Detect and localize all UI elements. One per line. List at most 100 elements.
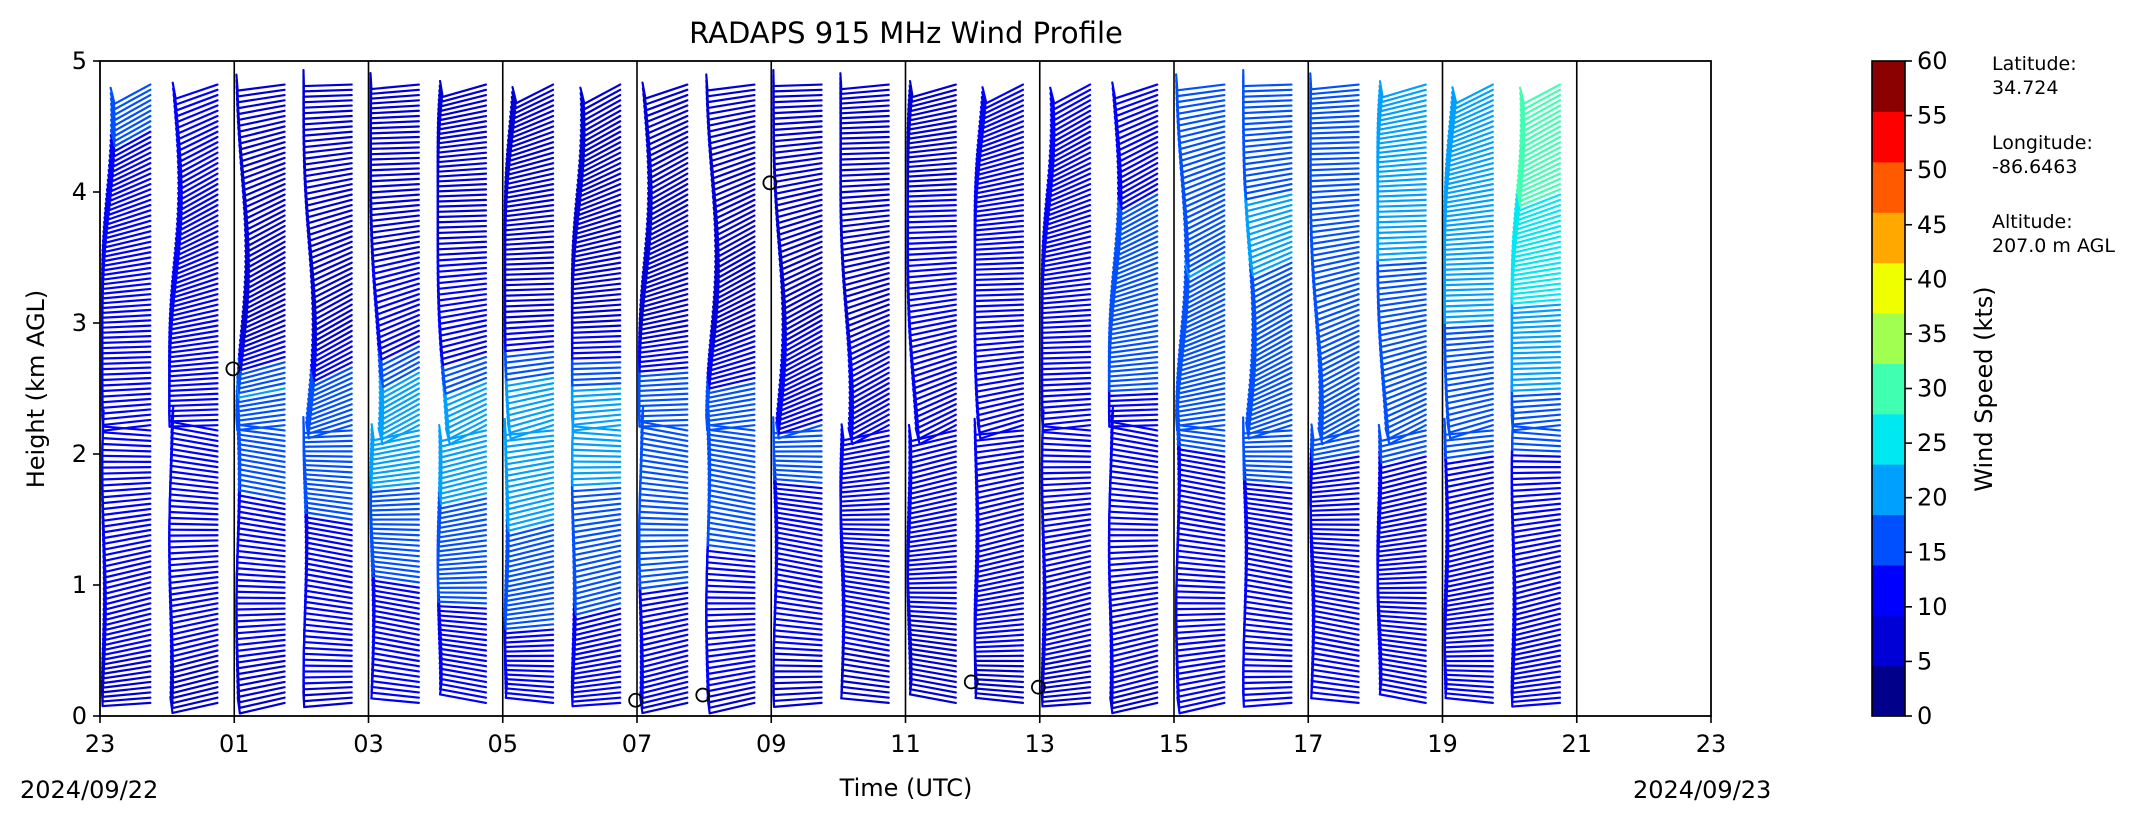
wind-barb-shaft [303, 146, 353, 154]
wind-barb-shaft [302, 454, 353, 458]
wind-barb-shaft [974, 355, 1025, 364]
wind-barb-shaft [1044, 623, 1092, 637]
wind-barb-shaft [845, 293, 890, 310]
wind-barb-flag [713, 285, 720, 304]
wind-barb-shaft [639, 576, 689, 584]
wind-barb-shaft [977, 167, 1025, 181]
wind-barb-shaft [573, 251, 622, 263]
wind-barb-shaft [369, 156, 420, 161]
wind-barb-shaft [1184, 314, 1226, 334]
profile [436, 79, 488, 705]
wind-barb-flag [1049, 139, 1056, 158]
wind-barb-shaft [1377, 272, 1427, 279]
wind-barb-shaft [102, 277, 152, 286]
wind-barb-shaft [648, 130, 689, 151]
wind-barb-shaft [908, 314, 957, 325]
wind-barb-shaft [1108, 528, 1159, 532]
wind-barb-flag [1318, 380, 1325, 399]
wind-barb-shaft [1376, 610, 1427, 615]
wind-barb-shaft [583, 125, 622, 148]
wind-barb-shaft [773, 506, 823, 516]
wind-barb-shaft [975, 460, 1025, 471]
wind-barb-flag [174, 237, 181, 256]
wind-barb-shaft [248, 230, 286, 252]
wind-barb-shaft [1248, 224, 1293, 242]
wind-barb-shaft [772, 130, 823, 137]
wind-barb-shaft [1377, 146, 1427, 154]
wind-barb-flag [772, 416, 775, 435]
wind-barb-flag [980, 100, 987, 120]
wind-barb-flag [645, 222, 652, 241]
wind-barb-shaft [778, 219, 823, 236]
wind-barb-shaft [1177, 473, 1226, 484]
wind-barb-shaft [839, 130, 890, 135]
wind-barb-flag [1446, 148, 1451, 167]
wind-barb-shaft [1312, 434, 1360, 447]
wind-barb-shaft [1380, 335, 1427, 349]
wind-barb-shaft [773, 600, 823, 610]
wind-barb-shaft [1321, 361, 1360, 383]
wind-barb-shaft [651, 172, 689, 195]
wind-barb-shaft [705, 578, 756, 584]
wind-barb-shaft [370, 224, 420, 234]
wind-barb-shaft [974, 324, 1025, 330]
wind-barb-flag [573, 216, 579, 235]
wind-barb-shaft [913, 366, 957, 384]
wind-barb-shaft [112, 146, 152, 168]
wind-barb-shaft [507, 549, 555, 563]
wind-barb-shaft [973, 261, 1025, 266]
wind-barb-shaft [505, 193, 555, 204]
wind-barb-shaft [1242, 468, 1293, 474]
wind-barb-shaft [101, 293, 152, 300]
wind-barb-shaft [973, 308, 1025, 313]
wind-barb-shaft [640, 596, 689, 607]
wind-barb-shaft [909, 104, 957, 117]
wind-barb-shaft [314, 350, 353, 372]
wind-barb-shaft [1444, 633, 1494, 640]
wind-barb-shaft [436, 230, 488, 235]
wind-barb-shaft [303, 141, 353, 149]
wind-barb-shaft [717, 272, 756, 294]
wind-barb-flag [177, 191, 184, 211]
wind-barb-flag [244, 233, 251, 252]
wind-barb-shaft [369, 507, 420, 512]
wind-barb-shaft [1110, 431, 1159, 442]
wind-barb-shaft [906, 245, 957, 251]
wind-barb-shaft [314, 355, 353, 377]
wind-barb-shaft [375, 282, 420, 298]
wind-barb-shaft [1242, 439, 1293, 444]
wind-barb-shaft [571, 387, 622, 393]
wind-barb-shaft [437, 177, 488, 183]
wind-barb-flag [105, 192, 111, 212]
wind-barb-shaft [706, 543, 756, 553]
wind-barb-shaft [104, 602, 152, 616]
wind-barb-shaft [1445, 607, 1494, 617]
wind-barb-shaft [571, 303, 622, 310]
wind-barb-shaft [382, 392, 420, 415]
wind-barb-shaft [1443, 261, 1494, 266]
wind-barb-flag [241, 310, 248, 329]
wind-barb-shaft [639, 447, 689, 458]
wind-barb-shaft [437, 156, 488, 164]
wind-barb-shaft [783, 272, 823, 293]
wind-barb-shaft [237, 505, 286, 516]
wind-barb-shaft [103, 654, 152, 666]
wind-barb-shaft [437, 256, 488, 262]
wind-barb-shaft [1109, 458, 1159, 469]
wind-barb-shaft [505, 376, 555, 387]
wind-barb-shaft [101, 471, 152, 475]
wind-barb-shaft [236, 561, 286, 568]
wind-barb-shaft [574, 633, 622, 646]
wind-barb-shaft [839, 146, 890, 150]
wind-barb-shaft [169, 340, 219, 349]
wind-barb-flag [1116, 191, 1124, 211]
wind-barb-shaft [308, 418, 353, 435]
wind-barb-shaft [975, 198, 1025, 209]
wind-barb-flag [1113, 247, 1120, 266]
wind-barb-shaft [171, 623, 219, 636]
wind-barb-shaft [1254, 303, 1293, 326]
wind-barb-shaft [1379, 497, 1427, 510]
wind-barb-shaft [716, 293, 756, 314]
wind-barb-shaft [1111, 644, 1159, 658]
wind-barb-shaft [310, 392, 353, 412]
